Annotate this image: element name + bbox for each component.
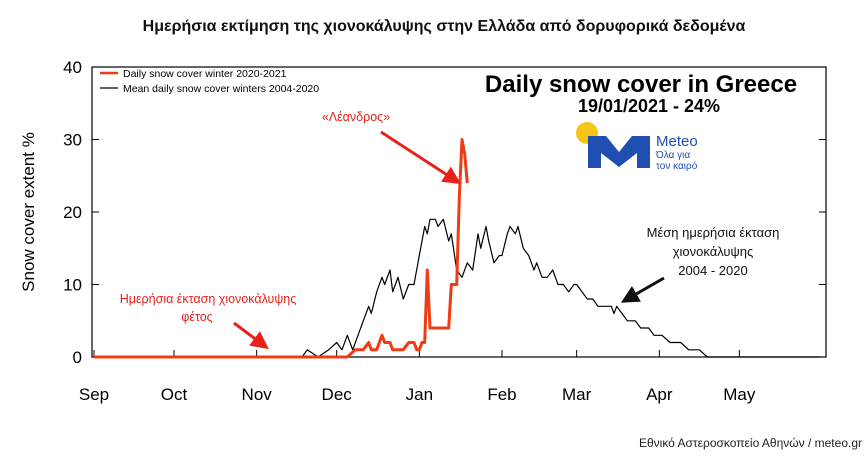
credit-text: Εθνικό Αστεροσκοπείο Αθηνών / meteo.gr [639, 436, 862, 450]
y-tick-label: 0 [73, 348, 82, 367]
legend-label-current: Daily snow cover winter 2020-2021 [123, 68, 287, 80]
y-axis-label: Snow cover extent % [19, 132, 38, 292]
series-lines [94, 138, 820, 359]
storm-annotation: «Λέανδρος» [322, 110, 390, 124]
x-tick-label: Nov [242, 385, 273, 404]
inset-title: Daily snow cover in Greece [485, 71, 797, 98]
x-axis: Sep Oct Nov Dec Jan Feb Mar Apr May [79, 350, 756, 404]
meteo-m-icon [588, 136, 650, 168]
this-year-annotation-line1: Ημερήσια έκταση χιονοκάλυψης [120, 292, 297, 306]
chart-title: Ημερήσια εκτίμηση της χιονοκάλυψης στην … [143, 18, 746, 35]
legend-label-mean: Mean daily snow cover winters 2004-2020 [123, 83, 319, 95]
y-axis: 0 10 20 30 40 [63, 58, 826, 367]
mean-annotation-line3: 2004 - 2020 [678, 263, 747, 278]
y-tick-label: 20 [63, 203, 82, 222]
storm-arrow [380, 130, 462, 184]
legend: Daily snow cover winter 2020-2021 Mean d… [100, 68, 319, 95]
this-year-arrow [233, 321, 269, 350]
mean-annotation-line1: Μέση ημερήσια έκταση [647, 225, 780, 240]
x-tick-label: Sep [79, 385, 109, 404]
x-tick-label: Apr [646, 385, 673, 404]
meteo-logo: Meteo Όλα για τον καιρό [576, 122, 698, 172]
series-line-current [94, 138, 469, 359]
logo-tagline-1: Όλα για [655, 150, 690, 161]
x-tick-label: Dec [322, 385, 353, 404]
x-tick-label: May [723, 385, 756, 404]
x-tick-label: Jan [406, 385, 433, 404]
mean-arrow [620, 276, 665, 303]
this-year-annotation-line2: φέτος [181, 310, 212, 324]
series-line-mean [94, 218, 820, 358]
y-tick-label: 30 [63, 131, 82, 150]
x-tick-label: Mar [562, 385, 592, 404]
mean-annotation-line2: χιονοκάλυψης [673, 244, 754, 259]
y-tick-label: 10 [63, 276, 82, 295]
logo-tagline-2: τον καιρό [656, 160, 698, 172]
x-tick-label: Feb [487, 385, 516, 404]
y-tick-label: 40 [63, 58, 82, 77]
logo-name: Meteo [656, 133, 698, 150]
x-tick-label: Oct [161, 385, 188, 404]
inset-subtitle: 19/01/2021 - 24% [578, 96, 720, 116]
